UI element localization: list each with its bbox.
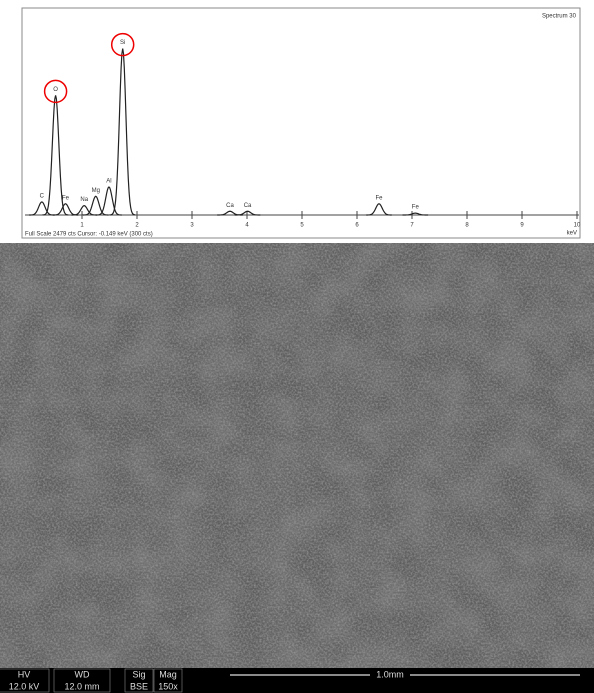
spectrum-title: Spectrum 30 xyxy=(542,14,577,20)
peak-label: Na xyxy=(80,197,88,203)
x-tick-label: 10 xyxy=(574,223,581,229)
x-axis-label: keV xyxy=(567,231,577,237)
spectrum-footer: Full Scale 2479 cts Cursor: -0.149 keV (… xyxy=(25,232,153,238)
page: Spectrum 30 Full Scale 2479 cts Cursor: … xyxy=(0,0,594,693)
info-value: BSE xyxy=(130,681,148,691)
info-header: Mag xyxy=(159,669,177,679)
info-header: WD xyxy=(75,669,90,679)
spectrum-chart: Spectrum 30 Full Scale 2479 cts Cursor: … xyxy=(0,0,594,243)
peak-label: Mg xyxy=(92,188,100,194)
peak-label: Ca xyxy=(244,203,252,209)
info-header: Sig xyxy=(132,669,145,679)
spectrum-frame xyxy=(22,8,580,238)
peak-label: Fe xyxy=(412,205,420,211)
info-value: 150x xyxy=(158,681,178,691)
peak-label: Al xyxy=(106,179,111,185)
peak-label: C xyxy=(40,193,45,199)
info-value: 12.0 mm xyxy=(64,681,99,691)
peak-label: Ca xyxy=(226,203,234,209)
info-header: HV xyxy=(18,669,31,679)
peak-label: Fe xyxy=(62,195,70,201)
peak-label: Fe xyxy=(375,195,383,201)
scale-label: 1.0mm xyxy=(376,669,404,679)
peak-label: Si xyxy=(120,40,125,46)
sem-image: HV 12.0 kV WD 12.0 mm Sig BSE Mag 150x 1.0mm xyxy=(0,243,594,693)
peak-label: O xyxy=(53,87,58,93)
sem-texture xyxy=(0,243,594,668)
info-value: 12.0 kV xyxy=(9,681,40,691)
